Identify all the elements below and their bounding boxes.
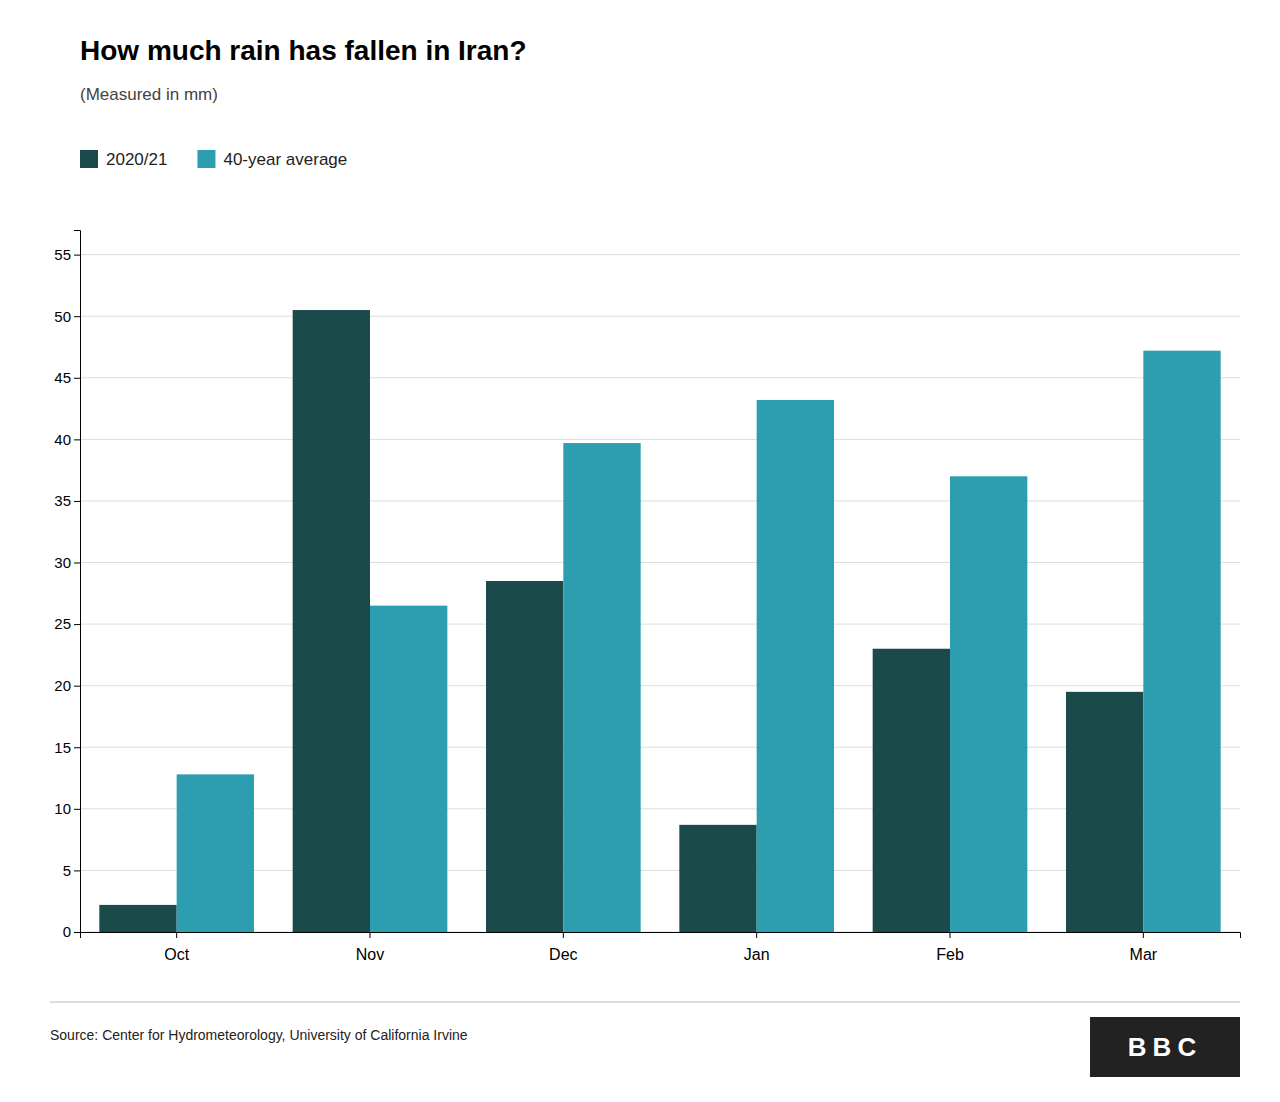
y-tick: 0 bbox=[63, 923, 80, 940]
legend-item: 40-year average bbox=[197, 150, 347, 169]
tick-mark bbox=[950, 932, 951, 938]
tick-label: Nov bbox=[356, 946, 384, 963]
tick-label: 50 bbox=[54, 308, 71, 325]
bar bbox=[757, 400, 834, 932]
axis-line bbox=[74, 231, 81, 933]
tick-mark bbox=[756, 932, 757, 938]
x-axis: Oct Nov Dec Jan Feb Mar bbox=[81, 932, 1241, 963]
y-axis: 0 5 10 15 20 25 30 35 40 45 50 55 bbox=[54, 231, 80, 941]
tick-label: 45 bbox=[54, 369, 71, 386]
tick-label: 40 bbox=[54, 431, 71, 448]
tick-label: Dec bbox=[549, 946, 577, 963]
y-tick: 45 bbox=[54, 369, 80, 386]
tick-mark bbox=[74, 870, 80, 871]
tick-mark bbox=[74, 439, 80, 440]
y-tick: 35 bbox=[54, 492, 80, 509]
tick-label: 5 bbox=[63, 862, 71, 879]
legend-item: 2020/21 bbox=[80, 150, 167, 169]
bar bbox=[486, 581, 563, 932]
y-tick: 25 bbox=[54, 615, 80, 632]
tick-label: 15 bbox=[54, 739, 71, 756]
tick-label: 20 bbox=[54, 677, 71, 694]
bar bbox=[1143, 351, 1220, 932]
axis-line bbox=[81, 933, 1241, 939]
tick-label: 30 bbox=[54, 554, 71, 571]
bar bbox=[873, 649, 950, 932]
y-tick: 15 bbox=[54, 739, 80, 756]
x-tick: Feb bbox=[936, 932, 964, 963]
tick-mark bbox=[1143, 932, 1144, 938]
legend-swatch bbox=[80, 150, 98, 168]
grid-line bbox=[80, 562, 1240, 563]
tick-label: Mar bbox=[1130, 946, 1158, 963]
tick-label: 35 bbox=[54, 492, 71, 509]
bar bbox=[370, 606, 447, 932]
grid-line bbox=[80, 685, 1240, 686]
grid-line bbox=[80, 316, 1240, 317]
tick-mark bbox=[74, 255, 80, 256]
bar bbox=[177, 774, 254, 932]
subtitle: (Measured in mm) bbox=[80, 85, 218, 104]
tick-label: Jan bbox=[744, 946, 770, 963]
y-tick: 55 bbox=[54, 246, 80, 263]
logo: BBC bbox=[1090, 1017, 1240, 1077]
tick-label: 25 bbox=[54, 615, 71, 632]
x-tick: Nov bbox=[356, 932, 384, 963]
x-tick: Jan bbox=[744, 932, 770, 963]
tick-mark bbox=[74, 501, 80, 502]
tick-mark bbox=[563, 932, 564, 938]
tick-mark bbox=[74, 378, 80, 379]
grid-line bbox=[80, 439, 1240, 440]
series bbox=[99, 310, 1143, 932]
plot: 0 5 10 15 20 25 30 35 40 45 50 55 Oct Nov Dec Jan Feb Mar bbox=[54, 231, 1240, 964]
x-tick: Mar bbox=[1130, 932, 1158, 963]
y-tick: 40 bbox=[54, 431, 80, 448]
legend-swatch bbox=[197, 150, 215, 168]
tick-mark bbox=[370, 932, 371, 938]
logo-box bbox=[1090, 1017, 1240, 1077]
y-tick: 30 bbox=[54, 554, 80, 571]
tick-label: Feb bbox=[936, 946, 964, 963]
x-tick: Dec bbox=[549, 932, 577, 963]
separator bbox=[50, 1002, 1240, 1003]
tick-mark bbox=[74, 563, 80, 564]
legend-label: 2020/21 bbox=[106, 150, 167, 169]
tick-label: 10 bbox=[54, 800, 71, 817]
grid bbox=[80, 255, 1240, 932]
y-tick: 10 bbox=[54, 800, 80, 817]
legend: 2020/21 40-year average bbox=[80, 150, 347, 169]
tick-mark bbox=[74, 747, 80, 748]
bar bbox=[563, 443, 640, 932]
logo-text: BBC bbox=[1128, 1032, 1202, 1062]
tick-mark bbox=[74, 809, 80, 810]
tick-mark bbox=[74, 624, 80, 625]
chart: How much rain has fallen in Iran? (Measur… bbox=[0, 0, 1280, 1102]
title: How much rain has fallen in Iran? bbox=[80, 35, 527, 66]
bar bbox=[293, 310, 370, 932]
tick-mark bbox=[176, 932, 177, 938]
x-tick: Oct bbox=[164, 932, 189, 963]
tick-label: Oct bbox=[164, 946, 189, 963]
bar bbox=[950, 476, 1027, 932]
source: Source: Center for Hydrometeorology, Uni… bbox=[50, 1027, 468, 1043]
grid-line bbox=[80, 500, 1240, 501]
tick-label: 0 bbox=[63, 923, 71, 940]
y-tick: 50 bbox=[54, 308, 80, 325]
tick-mark bbox=[74, 686, 80, 687]
bar bbox=[679, 825, 756, 932]
grid-line bbox=[80, 254, 1240, 255]
bar bbox=[99, 905, 176, 932]
y-tick: 5 bbox=[63, 862, 80, 879]
grid-line bbox=[80, 377, 1240, 378]
tick-mark bbox=[74, 316, 80, 317]
y-tick: 20 bbox=[54, 677, 80, 694]
bars bbox=[99, 310, 1220, 932]
tick-mark bbox=[74, 932, 80, 933]
series bbox=[177, 351, 1221, 932]
legend-label: 40-year average bbox=[223, 150, 347, 169]
grid-line bbox=[80, 624, 1240, 625]
bar bbox=[1066, 692, 1143, 932]
tick-label: 55 bbox=[54, 246, 71, 263]
